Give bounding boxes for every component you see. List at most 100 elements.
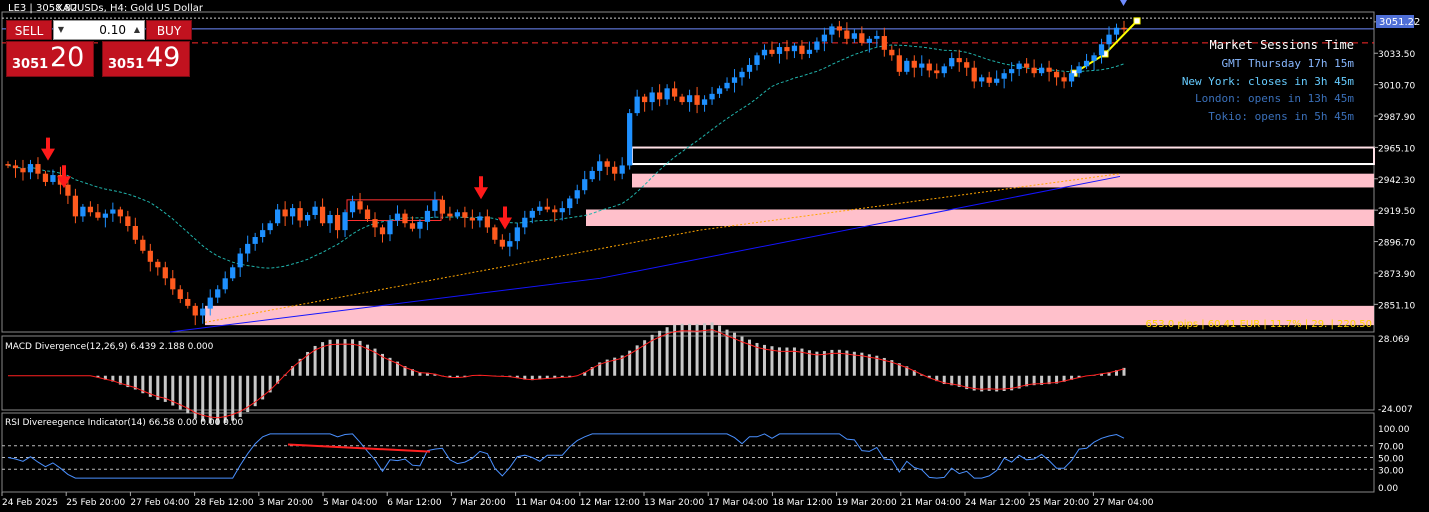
macd-bar <box>995 375 999 392</box>
rsi-tick-label: 70.00 <box>1378 443 1404 453</box>
macd-bar <box>178 375 182 410</box>
candles <box>5 20 1127 326</box>
macd-bar <box>530 375 534 381</box>
macd-bar <box>148 375 152 397</box>
candle-body <box>649 92 655 103</box>
price-zone <box>205 305 1374 326</box>
price-zone <box>632 173 1374 188</box>
macd-bar <box>605 359 609 376</box>
macd-bar <box>568 375 572 378</box>
candle-body <box>686 95 693 103</box>
candle-body <box>544 206 550 210</box>
candle-body <box>1016 63 1022 70</box>
candle-body <box>72 195 79 217</box>
macd-bar <box>628 350 632 376</box>
buy-price-small: 3051 <box>108 57 145 72</box>
candle-body <box>1091 55 1097 61</box>
time-label: 25 Mar 20:00 <box>1029 498 1089 508</box>
candle-body <box>1053 71 1060 78</box>
macd-bar <box>845 350 849 376</box>
price-tick-label: 3033.50 <box>1378 50 1415 60</box>
macd-bar <box>665 327 669 376</box>
candle-body <box>844 30 850 39</box>
candle-body <box>574 190 580 199</box>
one-click-trading-panel: SELL ▼ ▲ BUY 3051 20 3051 49 <box>6 20 192 78</box>
candle-body <box>911 60 917 68</box>
price-axis: 3056.303033.503010.702987.902965.102942.… <box>1374 19 1415 311</box>
macd-bar <box>306 351 310 376</box>
sell-button[interactable]: SELL <box>6 20 52 40</box>
sell-arrow-icon <box>498 206 512 230</box>
macd-panel: 28.069 -24.007 <box>8 322 1413 425</box>
lot-increase-icon[interactable]: ▲ <box>133 25 141 34</box>
moving-averages <box>7 17 1141 333</box>
candle-body <box>604 161 610 167</box>
rsi-tick-label: 50.00 <box>1378 455 1404 465</box>
orange-ma-line <box>204 173 1121 323</box>
macd-bar <box>463 375 467 378</box>
candle-body <box>162 267 168 279</box>
macd-bar <box>538 375 542 380</box>
candle-body <box>634 96 640 114</box>
candle-body <box>791 45 798 52</box>
candle-body <box>42 173 49 182</box>
candle-body <box>499 239 505 247</box>
candle-body <box>979 77 985 82</box>
candle-body <box>260 230 266 238</box>
candle-body <box>1106 34 1112 45</box>
lot-size-input[interactable] <box>68 22 126 38</box>
candle-body <box>881 36 887 50</box>
buy-quote[interactable]: 3051 49 <box>102 41 190 77</box>
candle-body <box>1083 60 1090 67</box>
price-panel-frame <box>1 11 1375 333</box>
macd-bar <box>987 375 991 391</box>
signal-markers <box>41 0 1127 230</box>
candle-body <box>200 308 206 316</box>
macd-bar <box>912 370 916 376</box>
candle-body <box>724 82 730 89</box>
macd-bar <box>366 344 370 376</box>
candle-body <box>110 209 116 214</box>
candle-body <box>312 206 318 215</box>
macd-tick-label: 28.069 <box>1378 335 1410 345</box>
candle-body <box>1113 27 1120 35</box>
supply-demand-zones <box>205 146 1375 326</box>
candle-body <box>619 165 625 174</box>
macd-bar <box>1115 370 1119 376</box>
macd-bar <box>1047 375 1051 385</box>
time-label: 5 Mar 04:00 <box>323 498 378 508</box>
trend-anchor <box>1133 17 1141 25</box>
price-zone <box>631 146 1375 166</box>
candle-body <box>567 198 573 209</box>
candle-body <box>1061 77 1067 82</box>
macd-bar <box>313 345 317 376</box>
macd-bar <box>268 375 272 393</box>
buy-button[interactable]: BUY <box>146 20 192 40</box>
macd-bar <box>1107 372 1111 376</box>
macd-bar <box>583 372 587 376</box>
macd-bar <box>830 349 834 376</box>
candle-body <box>1046 67 1052 72</box>
candle-body <box>192 305 198 316</box>
sell-quote[interactable]: 3051 20 <box>6 41 94 77</box>
rsi-tick-label: 30.00 <box>1378 466 1404 476</box>
candle-body <box>679 96 685 103</box>
macd-bar <box>837 349 841 376</box>
price-tick-label: 2851.10 <box>1378 301 1415 311</box>
candle-body <box>357 201 363 210</box>
macd-bar <box>748 339 752 376</box>
candle-body <box>552 209 558 213</box>
macd-bar <box>336 339 340 376</box>
candle-body <box>12 165 19 169</box>
candle-body <box>1121 27 1127 30</box>
candle-body <box>694 95 700 105</box>
candle-body <box>769 49 775 54</box>
candle-body <box>102 213 108 218</box>
lot-decrease-icon[interactable]: ▼ <box>57 25 65 34</box>
macd-bar <box>238 375 242 417</box>
macd-bar <box>1002 375 1006 391</box>
candle-body <box>80 206 86 217</box>
sessions-title: Market Sessions Time <box>1210 38 1355 52</box>
